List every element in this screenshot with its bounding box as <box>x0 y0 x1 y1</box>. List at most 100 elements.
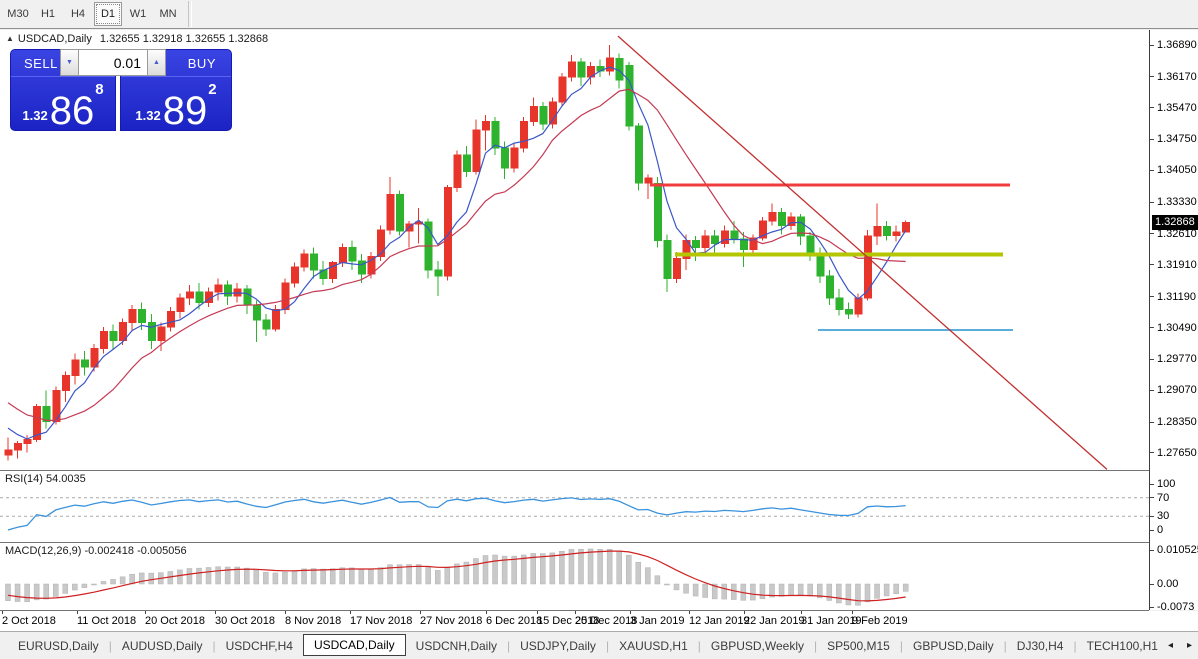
macd-plot[interactable] <box>0 543 1149 610</box>
sell-price: 1.32 86 8 <box>22 81 104 133</box>
timeframe-button-W1[interactable]: W1 <box>129 8 147 20</box>
time-axis[interactable]: 2 Oct 2018 11 Oct 2018 20 Oct 2018 30 Oct 2… <box>0 611 1198 631</box>
candle <box>701 235 710 249</box>
time-axis-label: 17 Nov 2018 <box>350 615 413 627</box>
rsi-indicator-panel[interactable]: RSI(14) 54.0035 <box>0 471 1149 542</box>
candle <box>386 194 395 231</box>
timeframe-button-D1[interactable]: D1 <box>94 2 122 26</box>
timeframe-button-H4[interactable]: H4 <box>70 8 86 20</box>
chart-header: ▲ USDCAD,Daily 1.32655 1.32918 1.32655 1.3… <box>6 33 268 45</box>
timeframe-button-MN[interactable]: MN <box>159 8 177 20</box>
candle <box>281 282 290 310</box>
rsi-plot[interactable] <box>0 471 1149 542</box>
time-axis-label: 3 Jan 2019 <box>630 615 685 627</box>
candle <box>883 225 892 236</box>
time-tick <box>2 611 3 614</box>
candle <box>100 331 108 349</box>
tick-dash <box>1150 44 1154 46</box>
candle <box>844 308 853 315</box>
price-chart[interactable] <box>0 30 1149 470</box>
tab-scroll-left-icon[interactable]: ◂ <box>1167 640 1174 651</box>
price-axis[interactable]: 1.36890 1.36170 1.35470 1.34750 1.34050 1.333… <box>1149 30 1198 613</box>
trade-panel-toggle-icon[interactable]: ▲ <box>6 34 14 43</box>
time-tick <box>630 611 631 614</box>
price-chart-panel[interactable]: ▲ USDCAD,Daily 1.32655 1.32918 1.32655 1.3… <box>0 30 1149 470</box>
buy-button[interactable]: BUY <box>187 55 216 71</box>
candle <box>138 308 147 324</box>
chart-tab-gbpusd[interactable]: GBPUSD,Weekly <box>710 638 805 653</box>
time-tick <box>801 611 802 614</box>
candle <box>864 235 872 299</box>
chart-tab-sp500[interactable]: SP500,M15 <box>827 638 890 653</box>
candle <box>128 308 137 324</box>
tick-dash <box>1150 76 1154 78</box>
timeframe-button-H1[interactable]: H1 <box>40 8 56 20</box>
descending-trendline[interactable] <box>617 35 1108 470</box>
tab-separator: | <box>697 638 701 653</box>
ma-fast-line <box>7 66 907 440</box>
candle <box>195 291 204 303</box>
time-axis-label: 8 Nov 2018 <box>285 615 342 627</box>
chart-tab-bar: EURUSD,Daily | AUDUSD,Daily | USDCHF,H4 USDCA… <box>0 631 1198 659</box>
candle <box>739 238 748 250</box>
panel-divider[interactable] <box>0 470 1149 471</box>
chart-tab-gbpusd[interactable]: GBPUSD,Daily <box>912 638 994 653</box>
chart-tab-tech100[interactable]: TECH100,H1 <box>1086 638 1158 653</box>
price-tick-label: 1.34750 <box>1150 133 1197 145</box>
rsi-axis-label: 30 <box>1150 510 1169 522</box>
panel-divider[interactable] <box>0 542 1149 543</box>
time-axis-label: 11 Oct 2018 <box>77 615 137 627</box>
tick-dash <box>1150 138 1154 140</box>
chart-tab-audusd[interactable]: AUDUSD,Daily <box>121 638 203 653</box>
volume-input[interactable] <box>79 50 147 75</box>
time-tick <box>744 611 745 614</box>
candle <box>854 297 863 315</box>
chart-tab-usdcad[interactable]: USDCAD,Daily <box>302 633 406 656</box>
candle <box>300 253 309 268</box>
volume-increase-icon[interactable]: ▲ <box>147 50 165 75</box>
sell-button[interactable]: SELL <box>24 55 58 71</box>
candle <box>653 183 662 242</box>
chart-tab-usdcnh[interactable]: USDCNH,Daily <box>415 638 497 653</box>
candle <box>902 222 911 233</box>
price-tick-label: 1.28350 <box>1150 416 1197 428</box>
candle <box>806 235 815 255</box>
price-tick-label: 1.31190 <box>1150 291 1196 303</box>
volume-decrease-icon[interactable]: ▼ <box>61 50 79 75</box>
tab-scroll-right-icon[interactable]: ▸ <box>1187 640 1193 651</box>
candle <box>625 64 634 127</box>
price-tick-label: 1.35470 <box>1150 102 1197 114</box>
tab-separator: | <box>212 638 216 653</box>
rsi-line <box>7 496 906 531</box>
candle <box>185 291 194 299</box>
time-tick <box>486 611 487 614</box>
tick-dash <box>1150 389 1154 391</box>
chart-tab-usdjpy[interactable]: USDJPY,Daily <box>520 638 596 653</box>
macd-axis-label: 0.00 <box>1150 578 1178 590</box>
chart-tab-usdchf[interactable]: USDCHF,H4 <box>225 638 293 653</box>
time-axis-label: 25 Dec 2018 <box>575 615 638 627</box>
candle <box>52 390 61 423</box>
candle <box>501 147 510 169</box>
candle <box>348 247 357 262</box>
macd-axis-label: -0.0073 <box>1150 601 1194 613</box>
candle <box>252 304 261 321</box>
price-tick-label: 1.31910 <box>1150 259 1197 271</box>
candle <box>4 449 13 456</box>
candle <box>673 257 681 280</box>
candle <box>61 375 70 392</box>
chart-tab-dj30[interactable]: DJ30,H4 <box>1016 638 1064 653</box>
timeframe-button-M30[interactable]: M30 <box>7 8 29 20</box>
tick-dash <box>1150 107 1154 109</box>
tab-scroll-controls: ◂ ▸ <box>1168 640 1192 651</box>
candle <box>109 331 118 341</box>
candle <box>539 105 548 125</box>
candle <box>329 262 338 280</box>
macd-indicator-panel[interactable]: MACD(12,26,9) -0.002418 -0.005056 <box>0 543 1149 610</box>
chart-tab-eurusd[interactable]: EURUSD,Daily <box>18 638 99 653</box>
candle <box>520 120 529 149</box>
chart-symbol-label: USDCAD,Daily <box>17 33 92 45</box>
candle <box>357 260 366 275</box>
time-tick <box>285 611 286 614</box>
chart-tab-xauusd[interactable]: XAUUSD,H1 <box>619 638 688 653</box>
